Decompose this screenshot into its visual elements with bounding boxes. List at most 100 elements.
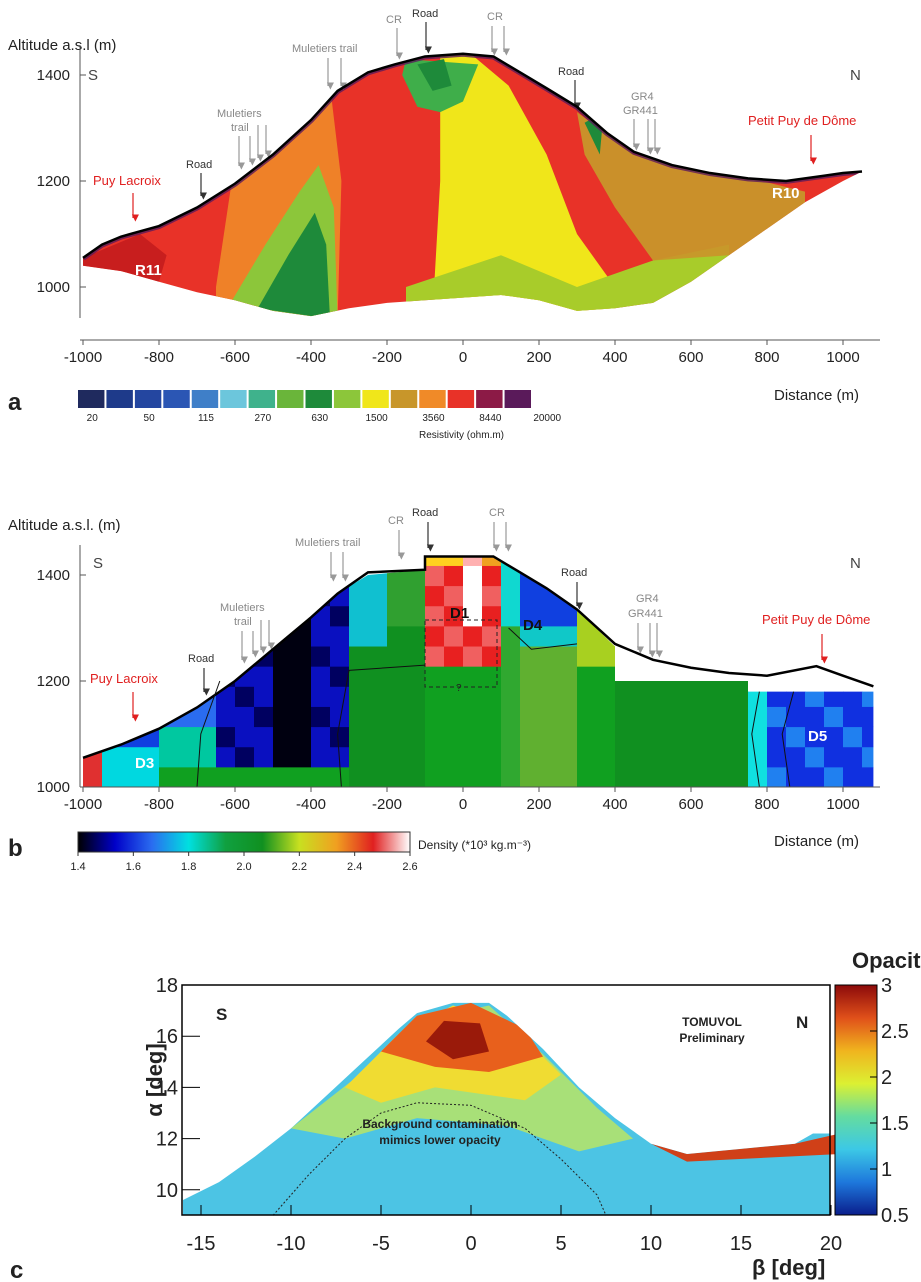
- cell: [406, 706, 426, 728]
- y-tick-label: 1000: [37, 279, 70, 296]
- cell: [577, 666, 597, 687]
- zone-label: D1: [450, 605, 469, 622]
- cell: [311, 766, 331, 787]
- cell: [368, 565, 388, 587]
- colorbar-swatch: [191, 390, 219, 408]
- cell: [501, 706, 521, 728]
- cell: [729, 605, 749, 627]
- cell: [862, 556, 874, 566]
- cell: [197, 565, 217, 587]
- cell: [444, 585, 464, 607]
- cell: [824, 766, 844, 787]
- cell: [349, 625, 369, 647]
- colorbar-label: 2.6: [402, 861, 417, 873]
- x-tick-label: 20: [820, 1233, 842, 1255]
- cell: [102, 746, 122, 768]
- cell: [463, 625, 483, 647]
- cell: [349, 646, 369, 667]
- cell: [729, 766, 749, 787]
- cell: [387, 746, 407, 768]
- cell: [824, 556, 844, 566]
- cell: [292, 686, 312, 707]
- cell: [710, 625, 730, 647]
- cell: [634, 746, 654, 768]
- cell: [311, 686, 331, 707]
- cell: [216, 746, 236, 768]
- label: Road: [186, 159, 212, 171]
- cell: [843, 625, 863, 647]
- cell: [767, 706, 787, 728]
- cell: [520, 706, 540, 728]
- cell: [406, 726, 426, 748]
- cell: [406, 666, 426, 687]
- cell: [121, 686, 141, 707]
- cell: [292, 585, 312, 607]
- cell: [672, 585, 692, 607]
- cell: [425, 766, 445, 787]
- cell: [634, 766, 654, 787]
- zone-label: D5: [808, 728, 827, 745]
- x-tick-label: 5: [555, 1233, 566, 1255]
- cell: [558, 605, 578, 627]
- cell: [596, 605, 616, 627]
- cell: [805, 585, 825, 607]
- cell: [292, 766, 312, 787]
- cell: [178, 686, 198, 707]
- cell: [292, 706, 312, 728]
- cell: [311, 666, 331, 687]
- cell: [824, 565, 844, 587]
- cell: [425, 556, 445, 566]
- y-tick-label: 1200: [37, 673, 70, 690]
- cell: [140, 706, 160, 728]
- colorbar-label: 20: [87, 413, 99, 424]
- cell: [216, 646, 236, 667]
- cell: [691, 706, 711, 728]
- colorbar-label: 2: [881, 1067, 892, 1089]
- label: CR: [489, 507, 505, 519]
- cell: [672, 766, 692, 787]
- cell: [729, 646, 749, 667]
- cell: [425, 686, 445, 707]
- cell: [216, 565, 236, 587]
- cell: [463, 766, 483, 787]
- label: TOMUVOL: [682, 1015, 742, 1029]
- cell: [729, 625, 749, 647]
- cell: [577, 766, 597, 787]
- zone-label: D3: [135, 755, 154, 772]
- cell: [330, 706, 350, 728]
- cell: [729, 556, 749, 566]
- colorbar-label: 8440: [479, 413, 502, 424]
- colorbar-swatch: [134, 390, 162, 408]
- colorbar-label: 2.5: [881, 1021, 909, 1043]
- cell: [349, 706, 369, 728]
- cell: [539, 565, 559, 587]
- cell: [235, 646, 255, 667]
- cell: [672, 556, 692, 566]
- x-tick-label: 0: [459, 796, 467, 813]
- cell: [121, 585, 141, 607]
- cell: [672, 726, 692, 748]
- label: Preliminary: [679, 1031, 745, 1045]
- cell: [235, 766, 255, 787]
- zone: [257, 212, 330, 317]
- cell: [292, 666, 312, 687]
- colorbar-swatch: [277, 390, 304, 408]
- cell: [615, 666, 635, 687]
- label: Road: [188, 653, 214, 665]
- cell: [178, 666, 198, 687]
- cell: [843, 646, 863, 667]
- colorbar-swatch: [362, 390, 389, 408]
- cell: [463, 646, 483, 667]
- cell: [843, 726, 863, 748]
- cell: [577, 686, 597, 707]
- cell: [767, 746, 787, 768]
- cell: [634, 706, 654, 728]
- cell: [425, 625, 445, 647]
- cell: [482, 746, 502, 768]
- cell: [501, 726, 521, 748]
- cell: [615, 706, 635, 728]
- cell: [425, 605, 445, 627]
- density-section: [83, 556, 874, 787]
- cell: [805, 766, 825, 787]
- cell: [254, 766, 274, 787]
